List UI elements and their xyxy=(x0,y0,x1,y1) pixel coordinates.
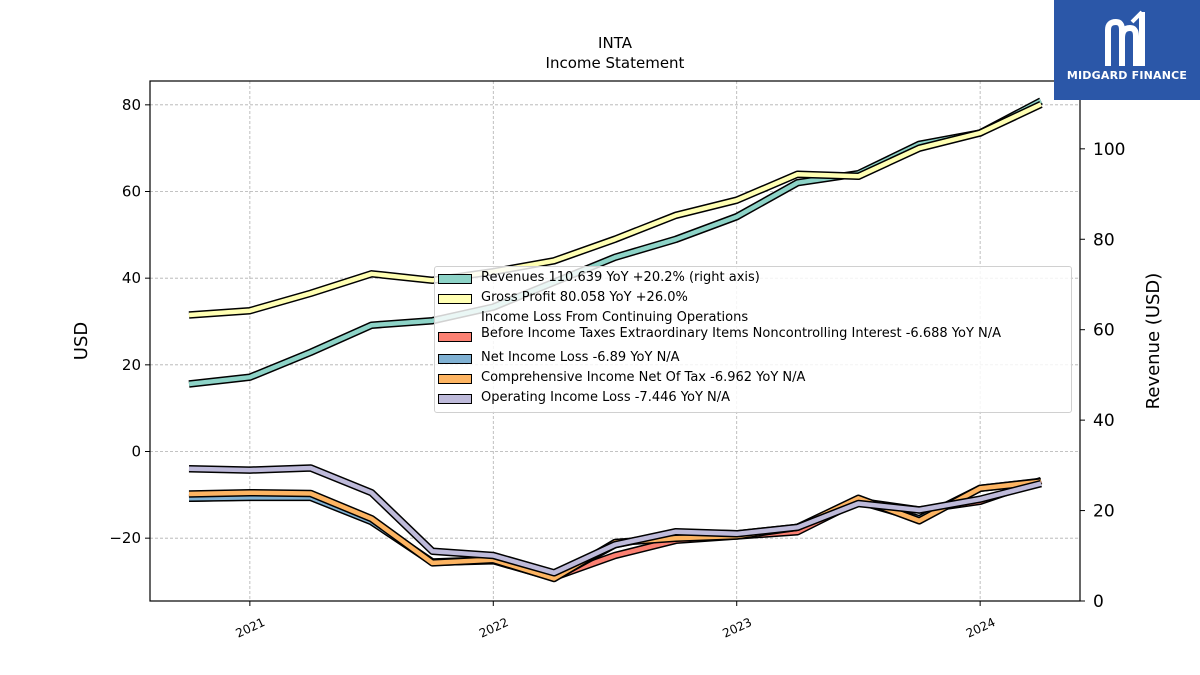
logo-text: MIDGARD FINANCE xyxy=(1066,69,1188,82)
legend-swatch xyxy=(438,274,472,284)
axes: −20 0 20 40 60 80 0 20 40 60 80 100 2021 2022 2023 2024 xyxy=(109,96,1125,641)
y-tick-label-left: −20 xyxy=(109,529,141,547)
plot-frame xyxy=(149,80,1081,602)
brand-logo: MIDGARD FINANCE xyxy=(1054,0,1200,100)
y-axis-label-right: Revenue (USD) xyxy=(1143,273,1164,410)
y-tick-label-right: 40 xyxy=(1093,411,1115,431)
legend-label: Income Loss From Continuing Operations Be… xyxy=(481,310,1001,342)
legend-label-line: Comprehensive Income Net Of Tax -6.962 Y… xyxy=(481,370,806,385)
y-axis-label-left: USD xyxy=(71,322,92,360)
legend-label-line: Income Loss From Continuing Operations xyxy=(481,310,749,325)
y-tick-label-left: 20 xyxy=(122,356,141,374)
y-tick-label-left: 0 xyxy=(131,443,141,461)
chart-legend: Revenues 110.639 YoY +20.2% (right axis)… xyxy=(434,266,1072,413)
series-line xyxy=(188,465,1042,576)
legend-label: Net Income Loss -6.89 YoY N/A xyxy=(481,350,680,366)
legend-swatch xyxy=(438,294,472,304)
y-tick-label-right: 100 xyxy=(1093,140,1125,160)
legend-label-line: Operating Income Loss -7.446 YoY N/A xyxy=(481,390,731,405)
legend-label-line: Revenues 110.639 YoY +20.2% (right axis) xyxy=(481,270,760,285)
series-lines xyxy=(188,97,1043,583)
x-tick-label: 2024 xyxy=(964,615,998,641)
y-tick-label-right: 80 xyxy=(1093,230,1115,250)
x-tick-label: 2021 xyxy=(234,615,268,641)
legend-label-line: Net Income Loss -6.89 YoY N/A xyxy=(481,350,680,365)
midgard-logo-icon xyxy=(1105,10,1145,66)
chart-subtitle: Income Statement xyxy=(546,54,685,72)
legend-swatch xyxy=(438,332,472,342)
legend-swatch xyxy=(438,374,472,384)
legend-swatch xyxy=(438,354,472,364)
x-tick-label: 2022 xyxy=(477,615,511,641)
y-tick-label-left: 80 xyxy=(122,96,141,114)
legend-label-line: Gross Profit 80.058 YoY +26.0% xyxy=(481,290,688,305)
legend-label: Comprehensive Income Net Of Tax -6.962 Y… xyxy=(481,370,805,386)
series-line xyxy=(188,479,1042,581)
x-tick-label: 2023 xyxy=(720,615,754,641)
legend-swatch xyxy=(438,394,472,404)
legend-label: Revenues 110.639 YoY +20.2% (right axis) xyxy=(481,270,760,286)
y-tick-label-right: 20 xyxy=(1093,502,1115,522)
y-tick-label-right: 60 xyxy=(1093,321,1115,341)
series-line xyxy=(188,102,1042,318)
y-tick-label-left: 40 xyxy=(122,269,141,287)
chart-title: INTA xyxy=(598,34,633,52)
y-tick-label-right: 0 xyxy=(1093,592,1104,612)
y-tick-label-left: 60 xyxy=(122,183,141,201)
legend-label: Operating Income Loss -7.446 YoY N/A xyxy=(481,390,730,406)
legend-label-line: Before Income Taxes Extraordinary Items … xyxy=(481,326,1002,341)
legend-label: Gross Profit 80.058 YoY +26.0% xyxy=(481,290,688,306)
